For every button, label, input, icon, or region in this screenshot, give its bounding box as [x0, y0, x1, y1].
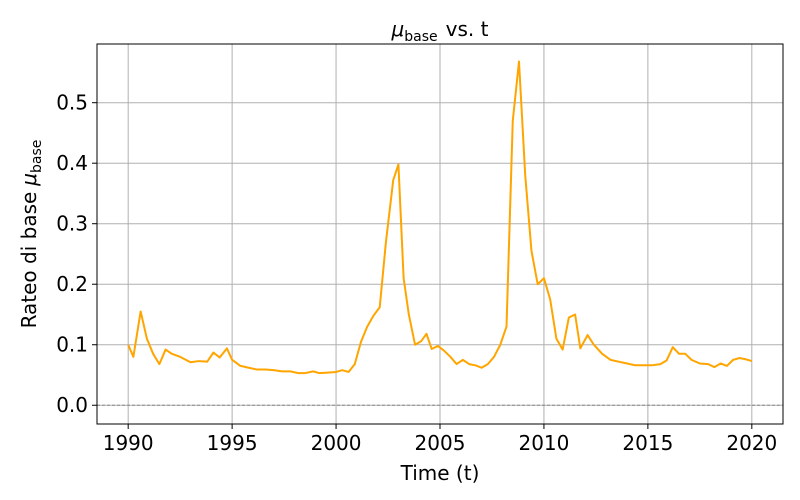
- y-tick-label: 0.5: [56, 91, 88, 115]
- ylabel-symbol: μ: [17, 173, 41, 187]
- title-text: vs. t: [446, 17, 489, 41]
- y-tick-label: 0.0: [56, 393, 88, 417]
- title-symbol: μ: [391, 17, 405, 41]
- x-axis-label: Time (t): [400, 461, 480, 485]
- x-tick-label: 1990: [103, 431, 154, 455]
- data-line: [127, 60, 753, 375]
- title-subscript: base: [404, 29, 437, 45]
- plot-frame: [96, 43, 784, 425]
- x-tick-label: 2015: [622, 431, 673, 455]
- y-tick-label: 0.2: [56, 272, 88, 296]
- ylabel-text: Rateo di base: [17, 192, 41, 329]
- y-tick-label: 0.4: [56, 151, 88, 175]
- y-axis-label: Rateo di base μbase: [17, 140, 45, 329]
- y-tick-label: 0.3: [56, 212, 88, 236]
- y-tick-label: 0.1: [56, 333, 88, 357]
- chart-title: μbase vs. t: [391, 17, 489, 45]
- x-tick-label: 2005: [415, 431, 466, 455]
- x-tick-label: 2000: [311, 431, 362, 455]
- x-tick-label: 2010: [518, 431, 569, 455]
- ylabel-subscript: base: [29, 140, 45, 173]
- x-tick-label: 1995: [207, 431, 258, 455]
- x-tick-label: 2020: [726, 431, 777, 455]
